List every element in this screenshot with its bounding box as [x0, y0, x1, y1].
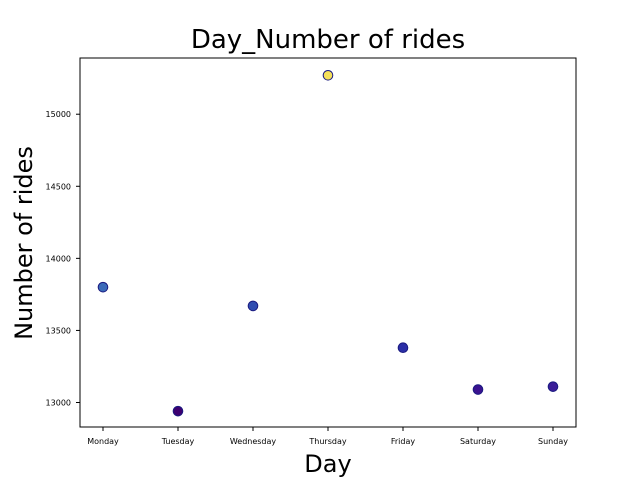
y-axis-label: Number of rides [10, 146, 38, 340]
data-point-saturday [472, 384, 484, 395]
data-point-friday [397, 342, 409, 354]
y-tick-label: 14000 [46, 254, 71, 263]
data-point-wednesday [247, 300, 259, 312]
chart-title: Day_Number of rides [191, 25, 465, 55]
x-tick-label-thursday: Thursday [308, 437, 346, 446]
data-point-tuesday [172, 405, 184, 417]
x-tick-label-friday: Friday [391, 437, 416, 446]
x-tick-label-tuesday: Tuesday [161, 437, 195, 446]
y-tick-label: 13500 [46, 326, 71, 335]
y-tick-label: 13000 [46, 398, 71, 407]
y-tick-label: 14500 [46, 182, 71, 191]
data-point-monday [97, 281, 109, 293]
x-tick-label-monday: Monday [87, 437, 119, 446]
y-axis-ticks: 13000 13500 14000 14500 15000 [46, 110, 80, 407]
y-tick-label: 15000 [46, 110, 71, 119]
data-point-sunday [547, 381, 559, 392]
data-point-thursday [322, 69, 334, 81]
x-tick-label-saturday: Saturday [460, 437, 496, 446]
x-axis-label: Day [304, 450, 351, 478]
data-points [97, 69, 559, 417]
plot-area-frame [79, 57, 577, 428]
x-tick-label-sunday: Sunday [538, 437, 568, 446]
x-axis-ticks: Monday Tuesday Wednesday Thursday Friday Satu… [87, 427, 568, 446]
x-tick-label-wednesday: Wednesday [230, 437, 277, 446]
